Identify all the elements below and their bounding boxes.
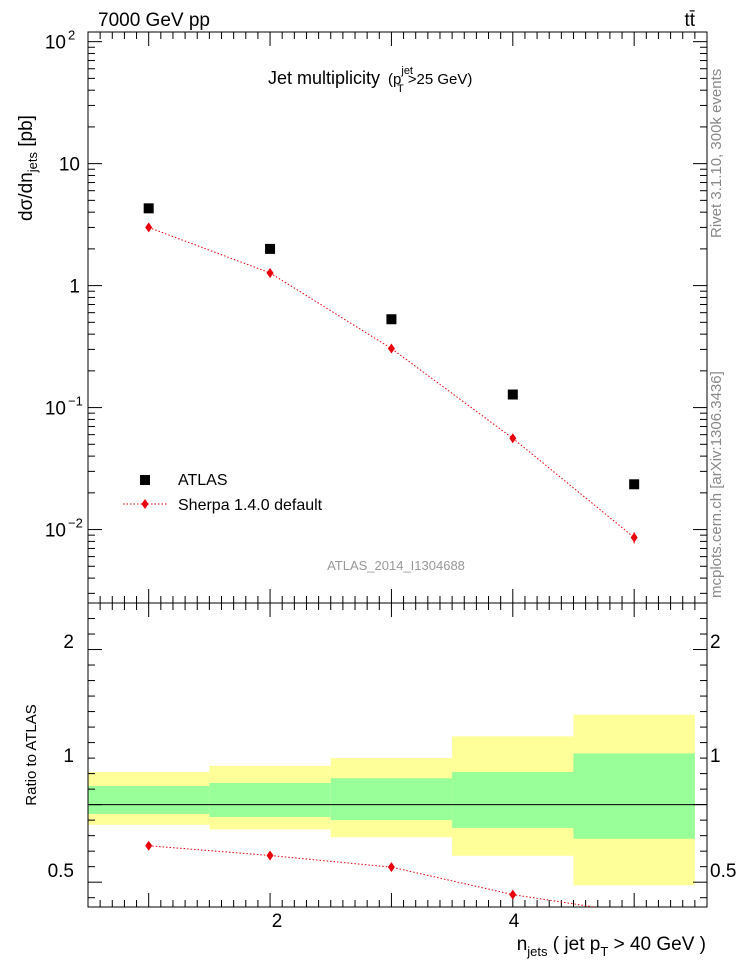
ratio-data-marks (145, 840, 598, 907)
sherpa-point (145, 222, 153, 233)
sherpa-line (148, 226, 635, 538)
ratio-sherpa-line (148, 845, 598, 907)
process-label: tt̄ (684, 10, 695, 31)
ratio-band-inner (573, 753, 695, 839)
ratio-y-ticks (88, 618, 707, 899)
title-cut-sub: T (397, 83, 404, 95)
main-y-ticks (88, 41, 707, 594)
ratio-band-inner (209, 782, 331, 818)
atlas-point (386, 314, 397, 325)
title-cut-prefix: (p (388, 71, 401, 88)
ratio-y-tick-label-1-left: 1 (63, 746, 74, 767)
legend-sherpa-label: Sherpa 1.4.0 default (178, 497, 323, 514)
x-label-mid: ( jet p (548, 934, 601, 955)
legend-atlas-marker (140, 475, 150, 485)
sherpa-point (630, 532, 638, 543)
x-label-tail: > 40 GeV ) (608, 934, 706, 955)
ratio-x-ticks (99, 603, 696, 907)
main-y-tick-label: 10 (45, 33, 66, 54)
main-plot-frame (87, 31, 708, 604)
collision-label: 7000 GeV pp (98, 10, 210, 31)
sherpa-point (509, 433, 517, 444)
x-label-p-sub: T (600, 944, 608, 959)
title-cut-suffix: >25 GeV) (408, 71, 473, 88)
ratio-band-inner (452, 772, 574, 828)
ratio-y-tick-label-05-right: 0.5 (710, 861, 736, 882)
main-y-tick-label: 1 (69, 277, 80, 298)
ratio-x-tick-label-2: 2 (272, 911, 283, 932)
atlas-point (265, 243, 276, 254)
atlas-point (143, 203, 154, 214)
ratio-panel: 2 1 0.5 2 1 0.5 2 4 Ratio to ATLAS njets… (23, 602, 736, 959)
ratio-sherpa-point (509, 889, 517, 900)
ratio-y-tick-label-2-right: 2 (710, 632, 721, 653)
sherpa-point (266, 267, 274, 278)
title-cut-sup: jet (400, 65, 413, 77)
main-y-tick-label: 10 (45, 521, 66, 542)
atlas-point (507, 389, 518, 400)
main-y-tick-label-exponent: −1 (68, 394, 83, 409)
ratio-sherpa-point (387, 862, 395, 873)
y-label-unit: [pb] (16, 115, 37, 152)
sherpa-point (387, 343, 395, 354)
main-y-tick-label-exponent: −2 (68, 516, 83, 531)
ratio-sherpa-point (145, 840, 153, 851)
main-data-marks (143, 203, 640, 544)
ratio-sherpa-point (266, 850, 274, 861)
y-label-sub: jets (25, 152, 40, 174)
analysis-watermark: ATLAS_2014_I1304688 (327, 558, 465, 573)
ratio-y-axis-label: Ratio to ATLAS (23, 704, 40, 805)
main-y-tick-label: 10 (45, 399, 66, 420)
legend-atlas-label: ATLAS (178, 472, 228, 489)
x-label-n: n (517, 934, 528, 955)
plot-title: Jet multiplicity (pjet T >25 GeV) (268, 65, 472, 95)
mcplots-label: mcplots.cern.ch [arXiv:1306.3436] (708, 371, 725, 598)
atlas-point (629, 479, 640, 490)
ratio-band-inner (88, 786, 210, 814)
main-y-tick-label: 10 (59, 155, 80, 176)
x-label-n-sub: jets (526, 944, 548, 959)
legend-sherpa-marker (141, 499, 149, 509)
legend: ATLAS Sherpa 1.4.0 default (123, 472, 323, 514)
y-label-main: dσ/dn (16, 172, 37, 221)
ratio-y-tick-label-2-left: 2 (63, 632, 74, 653)
ratio-uncertainty-bands (88, 714, 695, 886)
ratio-plot-frame (87, 602, 708, 908)
rivet-label: Rivet 3.1.10, 300k events (708, 69, 725, 238)
main-x-ticks (99, 32, 696, 603)
main-y-tick-label-exponent: 2 (68, 28, 75, 43)
ratio-y-tick-label-05-left: 0.5 (48, 861, 74, 882)
ratio-x-tick-label-4: 4 (509, 911, 520, 932)
x-axis-label: njets ( jet pT > 40 GeV ) (517, 934, 706, 959)
ratio-y-tick-label-1-right: 1 (710, 746, 721, 767)
ratio-band-inner (330, 778, 453, 821)
main-y-axis-label: dσ/dnjets [pb] (16, 115, 40, 221)
plot-title-main: Jet multiplicity (268, 68, 380, 88)
